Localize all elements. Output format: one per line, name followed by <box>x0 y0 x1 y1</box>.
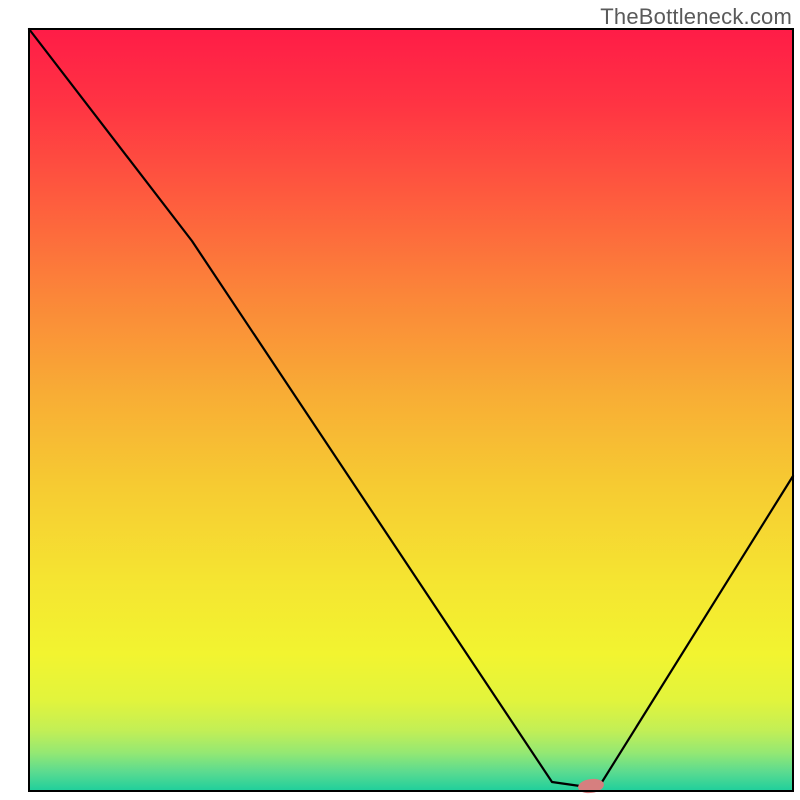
gradient-background <box>29 29 793 791</box>
bottleneck-chart <box>0 0 800 800</box>
watermark-text: TheBottleneck.com <box>600 4 792 30</box>
